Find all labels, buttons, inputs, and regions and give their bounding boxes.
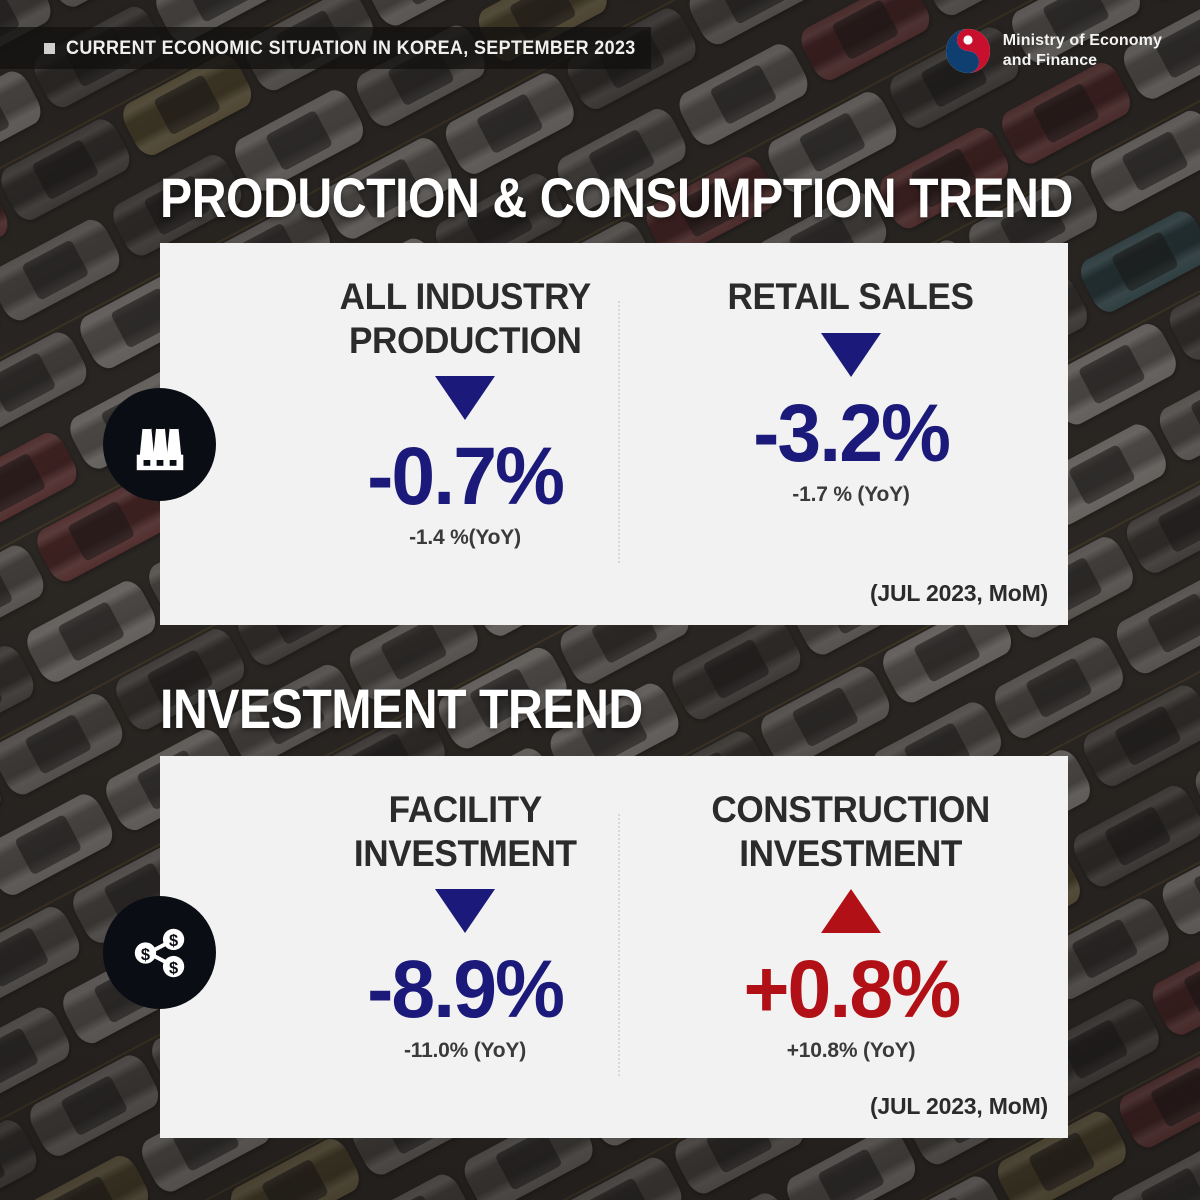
section-title-investment: INVESTMENT TREND	[160, 677, 643, 740]
metric-retail-sales: RETAIL SALES -3.2% -1.7 % (YoY)	[658, 275, 1044, 625]
ministry-logo-text: Ministry of Economy and Finance	[1002, 32, 1162, 69]
card-note: (JUL 2023, MoM)	[869, 1093, 1048, 1119]
metric-subvalue: -1.7 % (YoY)	[792, 482, 910, 506]
metric-facility-investment: FACILITY INVESTMENT -8.9% -11.0% (YoY)	[272, 788, 658, 1138]
metric-value: +0.8%	[743, 944, 961, 1036]
section-title-production-consumption: PRODUCTION & CONSUMPTION TREND	[160, 166, 1073, 229]
card-divider	[618, 814, 620, 1076]
svg-text:$: $	[168, 959, 177, 977]
metric-value: -8.9%	[366, 944, 565, 1036]
metric-subvalue: +10.8% (YoY)	[786, 1039, 916, 1063]
metric-construction-investment: CONSTRUCTION INVESTMENT +0.8% +10.8% (Yo…	[658, 788, 1044, 1138]
card-production-consumption: ALL INDUSTRY PRODUCTION -0.7% -1.4 %(YoY…	[160, 243, 1068, 625]
investment-icon-badge: $ $ $	[103, 896, 216, 1009]
factory-icon	[136, 425, 183, 470]
header-banner: CURRENT ECONOMIC SITUATION IN KOREA, SEP…	[0, 27, 651, 69]
metric-all-industry-production: ALL INDUSTRY PRODUCTION -0.7% -1.4 %(YoY…	[272, 275, 658, 625]
ministry-logo: Ministry of Economy and Finance	[945, 28, 1162, 74]
metric-subvalue: -1.4 %(YoY)	[409, 526, 521, 550]
metric-value: -0.7%	[366, 431, 565, 523]
triangle-down-icon	[435, 376, 495, 421]
svg-text:$: $	[168, 932, 177, 950]
money-network-icon: $ $ $	[134, 928, 184, 977]
triangle-up-icon	[821, 889, 881, 934]
metric-label: ALL INDUSTRY PRODUCTION	[339, 276, 591, 361]
triangle-down-icon	[821, 332, 881, 377]
card-divider	[618, 301, 620, 563]
svg-text:$: $	[140, 945, 149, 963]
metric-value: -3.2%	[752, 387, 951, 479]
production-icon-badge	[103, 388, 216, 501]
metric-label: FACILITY INVESTMENT	[353, 789, 577, 874]
metric-label: CONSTRUCTION INVESTMENT	[711, 789, 991, 874]
header-title: CURRENT ECONOMIC SITUATION IN KOREA, SEP…	[66, 36, 636, 59]
card-investment: FACILITY INVESTMENT -8.9% -11.0% (YoY) C…	[160, 756, 1068, 1138]
taegeuk-icon	[945, 28, 990, 74]
triangle-down-icon	[435, 889, 495, 934]
card-note: (JUL 2023, MoM)	[869, 580, 1048, 606]
square-bullet-icon	[44, 42, 55, 54]
metric-label: RETAIL SALES	[727, 276, 975, 317]
metric-subvalue: -11.0% (YoY)	[403, 1039, 527, 1063]
